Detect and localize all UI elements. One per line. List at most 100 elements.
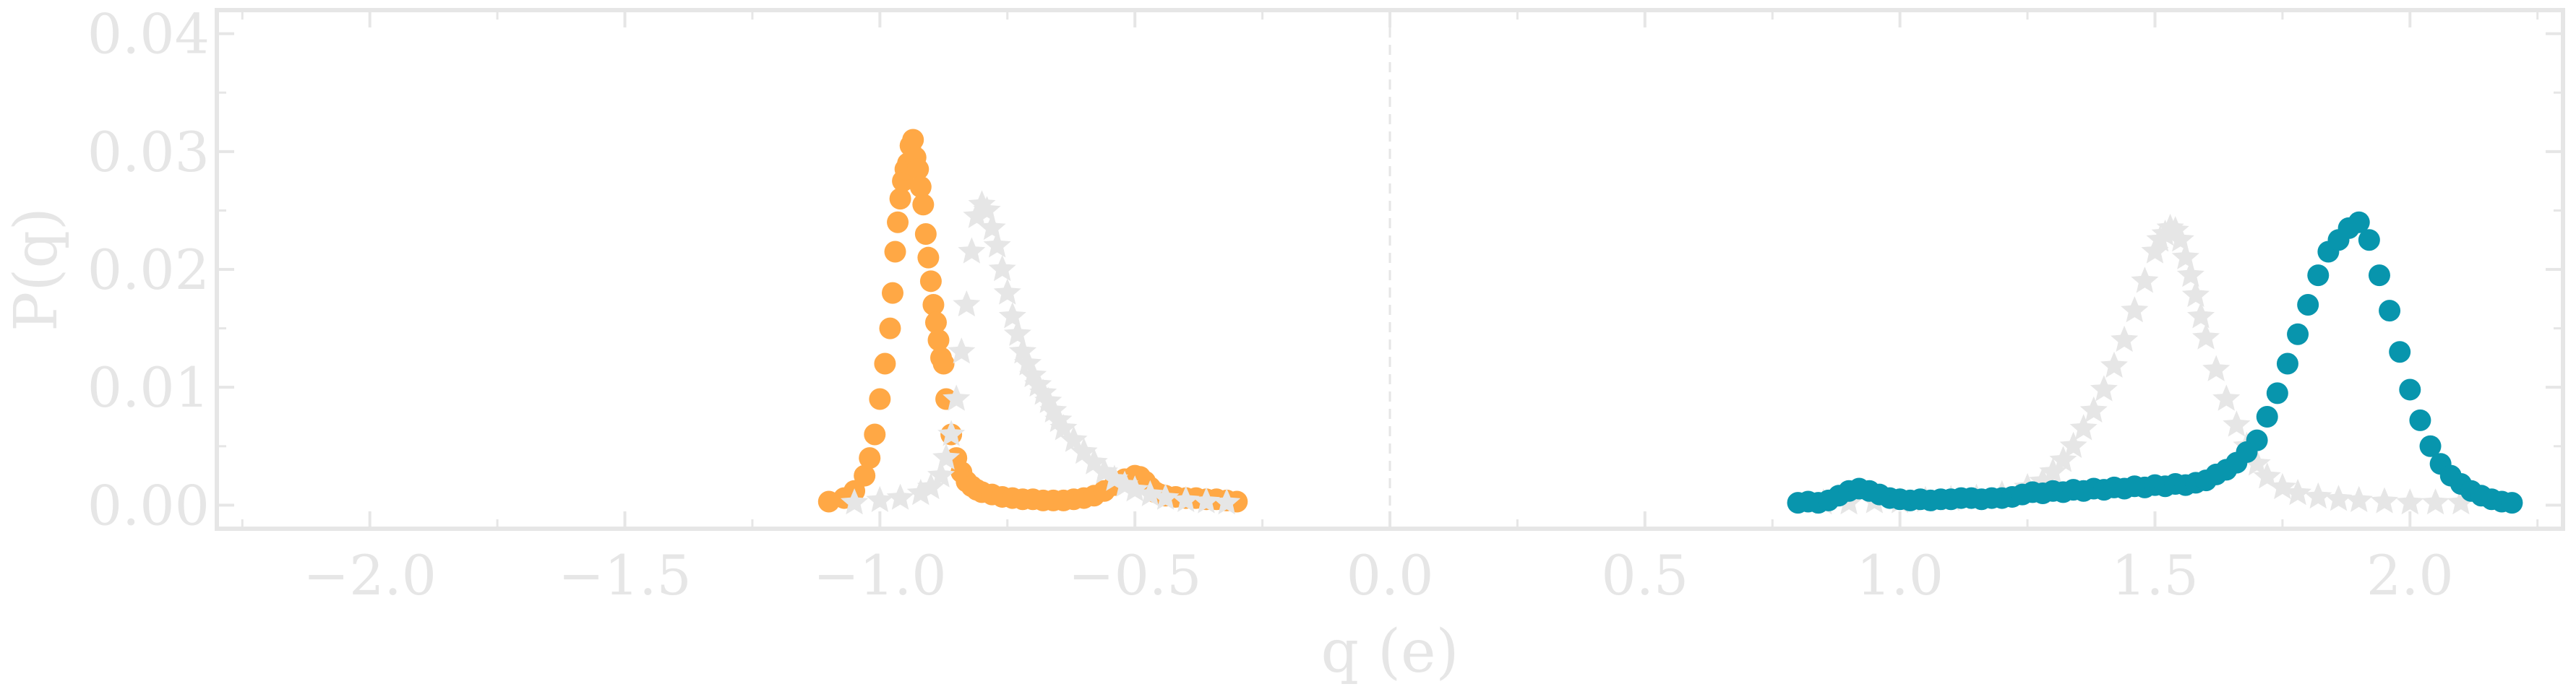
data-point-star: [2100, 351, 2128, 378]
data-point-star: [1049, 414, 1078, 441]
data-point: [2297, 293, 2319, 316]
data-point: [2409, 409, 2431, 431]
data-point-star: [2223, 410, 2251, 437]
data-point: [2276, 352, 2298, 375]
data-point-star: [2243, 449, 2271, 476]
data-point: [2419, 435, 2442, 457]
data-point: [922, 293, 945, 316]
data-point-star: [2192, 323, 2220, 350]
data-point: [884, 241, 906, 263]
data-point-star: [1192, 487, 1220, 514]
data-point-star: [983, 231, 1011, 258]
data-point-star: [2111, 325, 2139, 352]
data-point: [2348, 211, 2370, 233]
series-0: [817, 129, 1248, 513]
data-point-star: [927, 461, 955, 488]
data-point-star: [2396, 488, 2424, 515]
data-point-star: [993, 278, 1021, 305]
data-point: [864, 423, 886, 446]
data-point-star: [953, 290, 981, 317]
data-point: [919, 270, 942, 293]
data-point-star: [2284, 479, 2312, 506]
data-point-star: [2171, 243, 2199, 269]
data-point-star: [958, 237, 986, 264]
y-axis-label: P(q): [2, 207, 71, 332]
series-2: [1809, 213, 2475, 515]
data-point: [2266, 382, 2288, 404]
data-point-star: [1136, 480, 1164, 506]
data-point-star: [998, 302, 1026, 329]
data-point-star: [2421, 488, 2450, 515]
data-point-star: [1213, 488, 1241, 515]
y-tick-label: 0.01: [87, 355, 210, 420]
data-point: [879, 317, 901, 339]
data-point: [912, 194, 935, 216]
data-point: [2256, 405, 2278, 428]
x-tick-label: −2.0: [303, 543, 437, 607]
y-tick-label: 0.03: [87, 120, 210, 184]
series-3: [1787, 211, 2523, 514]
data-point: [881, 282, 903, 304]
data-point-star: [916, 472, 945, 500]
x-tick-label: −0.5: [1068, 543, 1202, 607]
y-tick-label: 0.02: [87, 238, 210, 302]
data-point-star: [2447, 488, 2475, 515]
data-point: [932, 352, 955, 375]
data-point: [2307, 264, 2330, 287]
data-point-star: [2079, 396, 2108, 423]
y-tick-label: 0.00: [87, 473, 210, 537]
series-1: [841, 190, 1241, 515]
data-point-star: [2371, 487, 2398, 514]
x-tick-label: 1.5: [2111, 543, 2199, 607]
data-point: [927, 329, 950, 351]
x-tick-label: −1.0: [813, 543, 947, 607]
data-point-star: [943, 384, 971, 411]
data-point-star: [906, 479, 935, 506]
y-tick-label: 0.04: [87, 2, 210, 66]
plot-frame: [215, 8, 2565, 531]
data-point: [2358, 229, 2380, 251]
data-point-star: [2304, 482, 2332, 509]
data-point-star: [2187, 302, 2215, 329]
x-tick-label: 0.0: [1347, 543, 1434, 607]
data-point: [2379, 300, 2401, 322]
data-point: [854, 464, 876, 487]
data-point: [907, 158, 929, 181]
data-point-star: [2069, 414, 2098, 441]
data-point: [874, 352, 896, 375]
data-point: [2501, 492, 2523, 514]
data-point-star: [2121, 296, 2149, 323]
data-point: [2368, 264, 2390, 287]
x-tick-label: −1.5: [558, 543, 692, 607]
data-point: [859, 447, 881, 469]
data-point: [887, 211, 909, 233]
data-point-star: [2345, 485, 2373, 512]
data-point-star: [988, 255, 1016, 282]
data-point: [2246, 429, 2268, 451]
data-point-star: [2166, 225, 2194, 252]
data-point-star: [973, 196, 1001, 222]
data-point-star: [2039, 457, 2067, 484]
data-point: [902, 129, 924, 151]
data-point-star: [2131, 267, 2159, 293]
data-point-star: [2202, 355, 2231, 381]
data-point-star: [2141, 237, 2169, 264]
data-point: [889, 188, 911, 210]
data-point-star: [841, 488, 869, 515]
data-point-star: [1003, 319, 1031, 346]
data-point: [914, 223, 937, 246]
data-point-star: [2253, 462, 2281, 489]
x-tick-label: 0.5: [1601, 543, 1688, 607]
data-point-star: [1151, 483, 1180, 510]
data-point: [917, 246, 940, 269]
data-point: [2399, 378, 2421, 401]
data-point-star: [2059, 431, 2087, 458]
data-point-star: [886, 483, 914, 510]
data-point-star: [2176, 261, 2204, 287]
x-tick-label: 1.0: [1856, 543, 1944, 607]
data-point-star: [1121, 475, 1149, 502]
data-point-star: [2090, 375, 2118, 402]
data-point-star: [1060, 425, 1088, 452]
data-point-star: [937, 420, 966, 446]
